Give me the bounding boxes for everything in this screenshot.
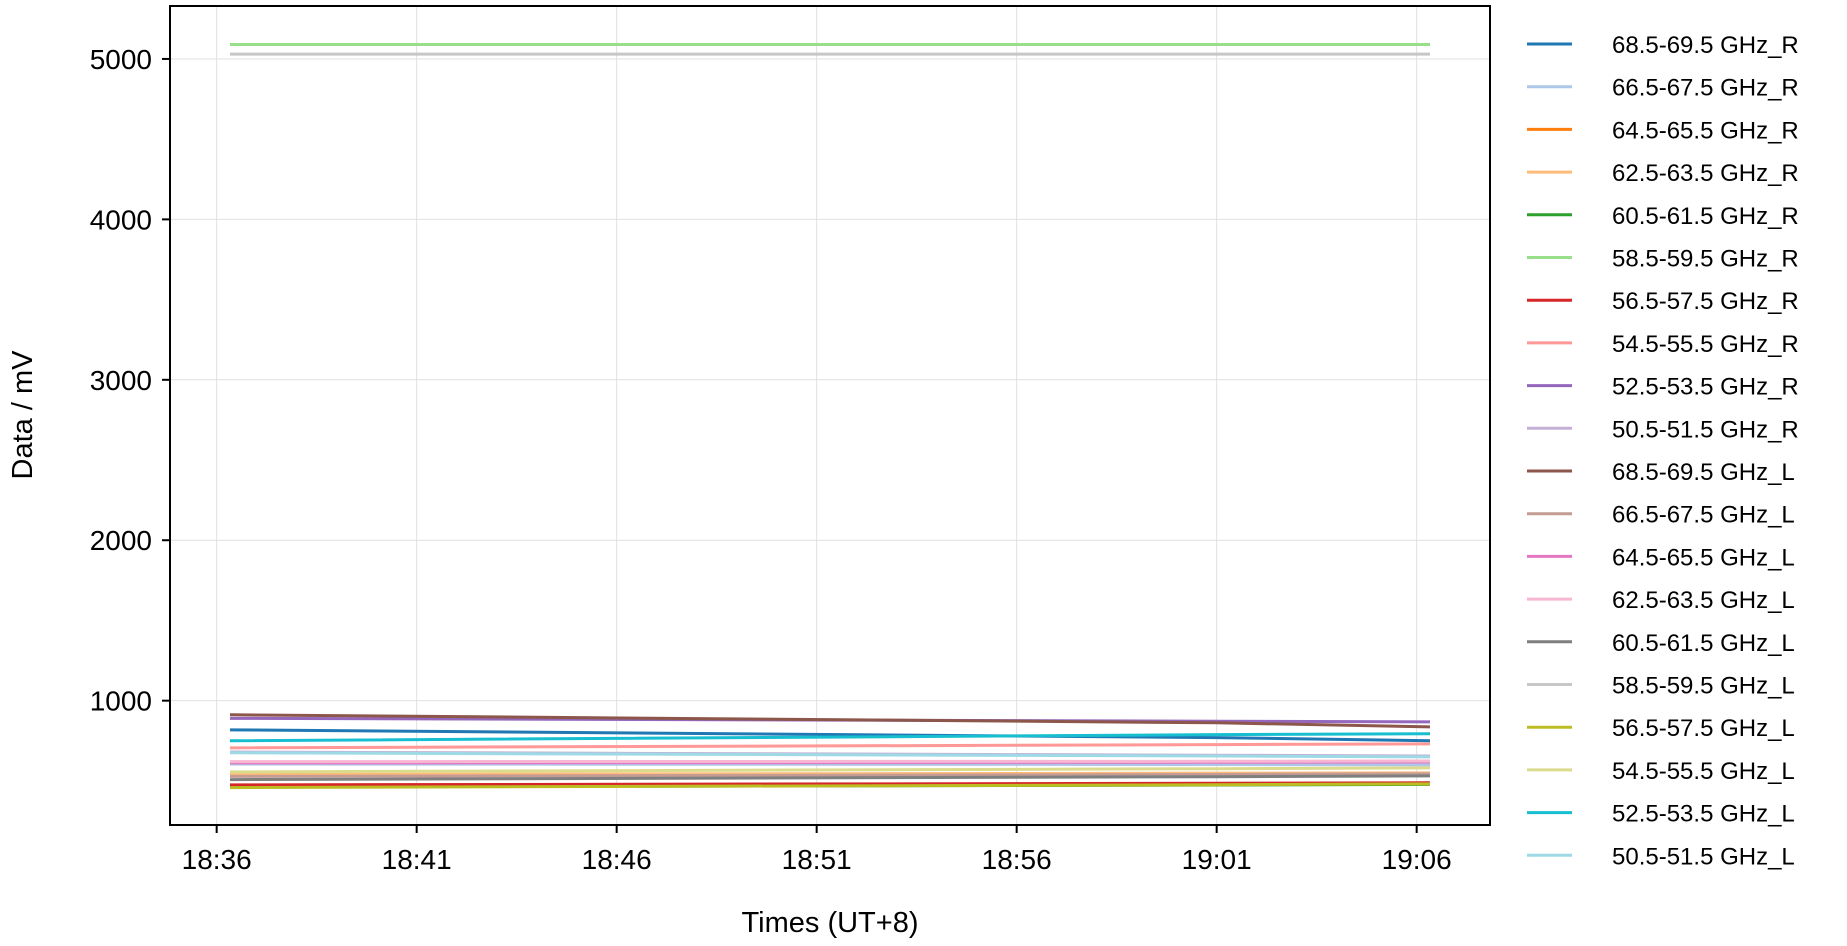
series-line [229,772,1431,778]
legend-label: 52.5-53.5 GHz_R [1612,374,1799,401]
legend-label: 64.5-65.5 GHz_R [1612,117,1799,144]
x-axis-label: Times (UT+8) [742,907,919,939]
x-tick-label: 18:36 [182,844,252,875]
series-lines [229,43,1431,790]
series-line [229,766,1431,774]
legend-label: 56.5-57.5 GHz_R [1612,288,1799,315]
axes-frame [169,5,1491,826]
legend-label: 58.5-59.5 GHz_R [1612,246,1799,273]
legend-label: 62.5-63.5 GHz_L [1612,587,1795,614]
legend: 68.5-69.5 GHz_R 66.5-67.5 GHz_R 64.5-65.5 … [1527,32,1799,870]
series-line [229,728,1431,743]
series-line [229,742,1431,750]
y-axis-label: Data / mV [7,350,39,480]
legend-label: 62.5-63.5 GHz_R [1612,160,1799,187]
y-tick-label: 1000 [90,686,152,717]
legend-label: 54.5-55.5 GHz_R [1612,331,1799,358]
x-tick-label: 18:46 [582,844,652,875]
legend-label: 54.5-55.5 GHz_L [1612,758,1795,785]
x-tick-label: 18:56 [982,844,1052,875]
series-line [229,713,1431,729]
series-line [229,782,1431,790]
legend-label: 66.5-67.5 GHz_L [1612,502,1795,529]
y-tick-label: 5000 [90,44,152,75]
series-line [229,716,1431,724]
legend-label: 68.5-69.5 GHz_L [1612,459,1795,486]
y-axis: 1000 2000 3000 4000 5000 [90,44,170,717]
y-tick-label: 2000 [90,525,152,556]
x-tick-label: 19:01 [1182,844,1252,875]
series-line [229,774,1431,782]
legend-label: 50.5-51.5 GHz_R [1612,416,1799,443]
series-line [229,751,1431,759]
series-line [229,732,1431,743]
y-tick-label: 4000 [90,204,152,235]
legend-label: 68.5-69.5 GHz_R [1612,32,1799,59]
legend-label: 58.5-59.5 GHz_L [1612,673,1795,700]
legend-label: 50.5-51.5 GHz_L [1612,843,1795,870]
legend-label: 66.5-67.5 GHz_R [1612,75,1799,102]
series-line [229,759,1431,764]
legend-label: 60.5-61.5 GHz_R [1612,203,1799,230]
x-axis: 18:36 18:41 18:46 18:51 18:56 19:01 19:06 [182,825,1452,875]
grid [170,6,1490,825]
legend-label: 56.5-57.5 GHz_L [1612,715,1795,742]
x-tick-label: 19:06 [1382,844,1452,875]
x-tick-label: 18:51 [782,844,852,875]
legend-label: 52.5-53.5 GHz_L [1612,801,1795,828]
x-tick-label: 18:41 [382,844,452,875]
y-tick-label: 3000 [90,365,152,396]
legend-label: 64.5-65.5 GHz_L [1612,544,1795,571]
legend-label: 60.5-61.5 GHz_L [1612,630,1795,657]
